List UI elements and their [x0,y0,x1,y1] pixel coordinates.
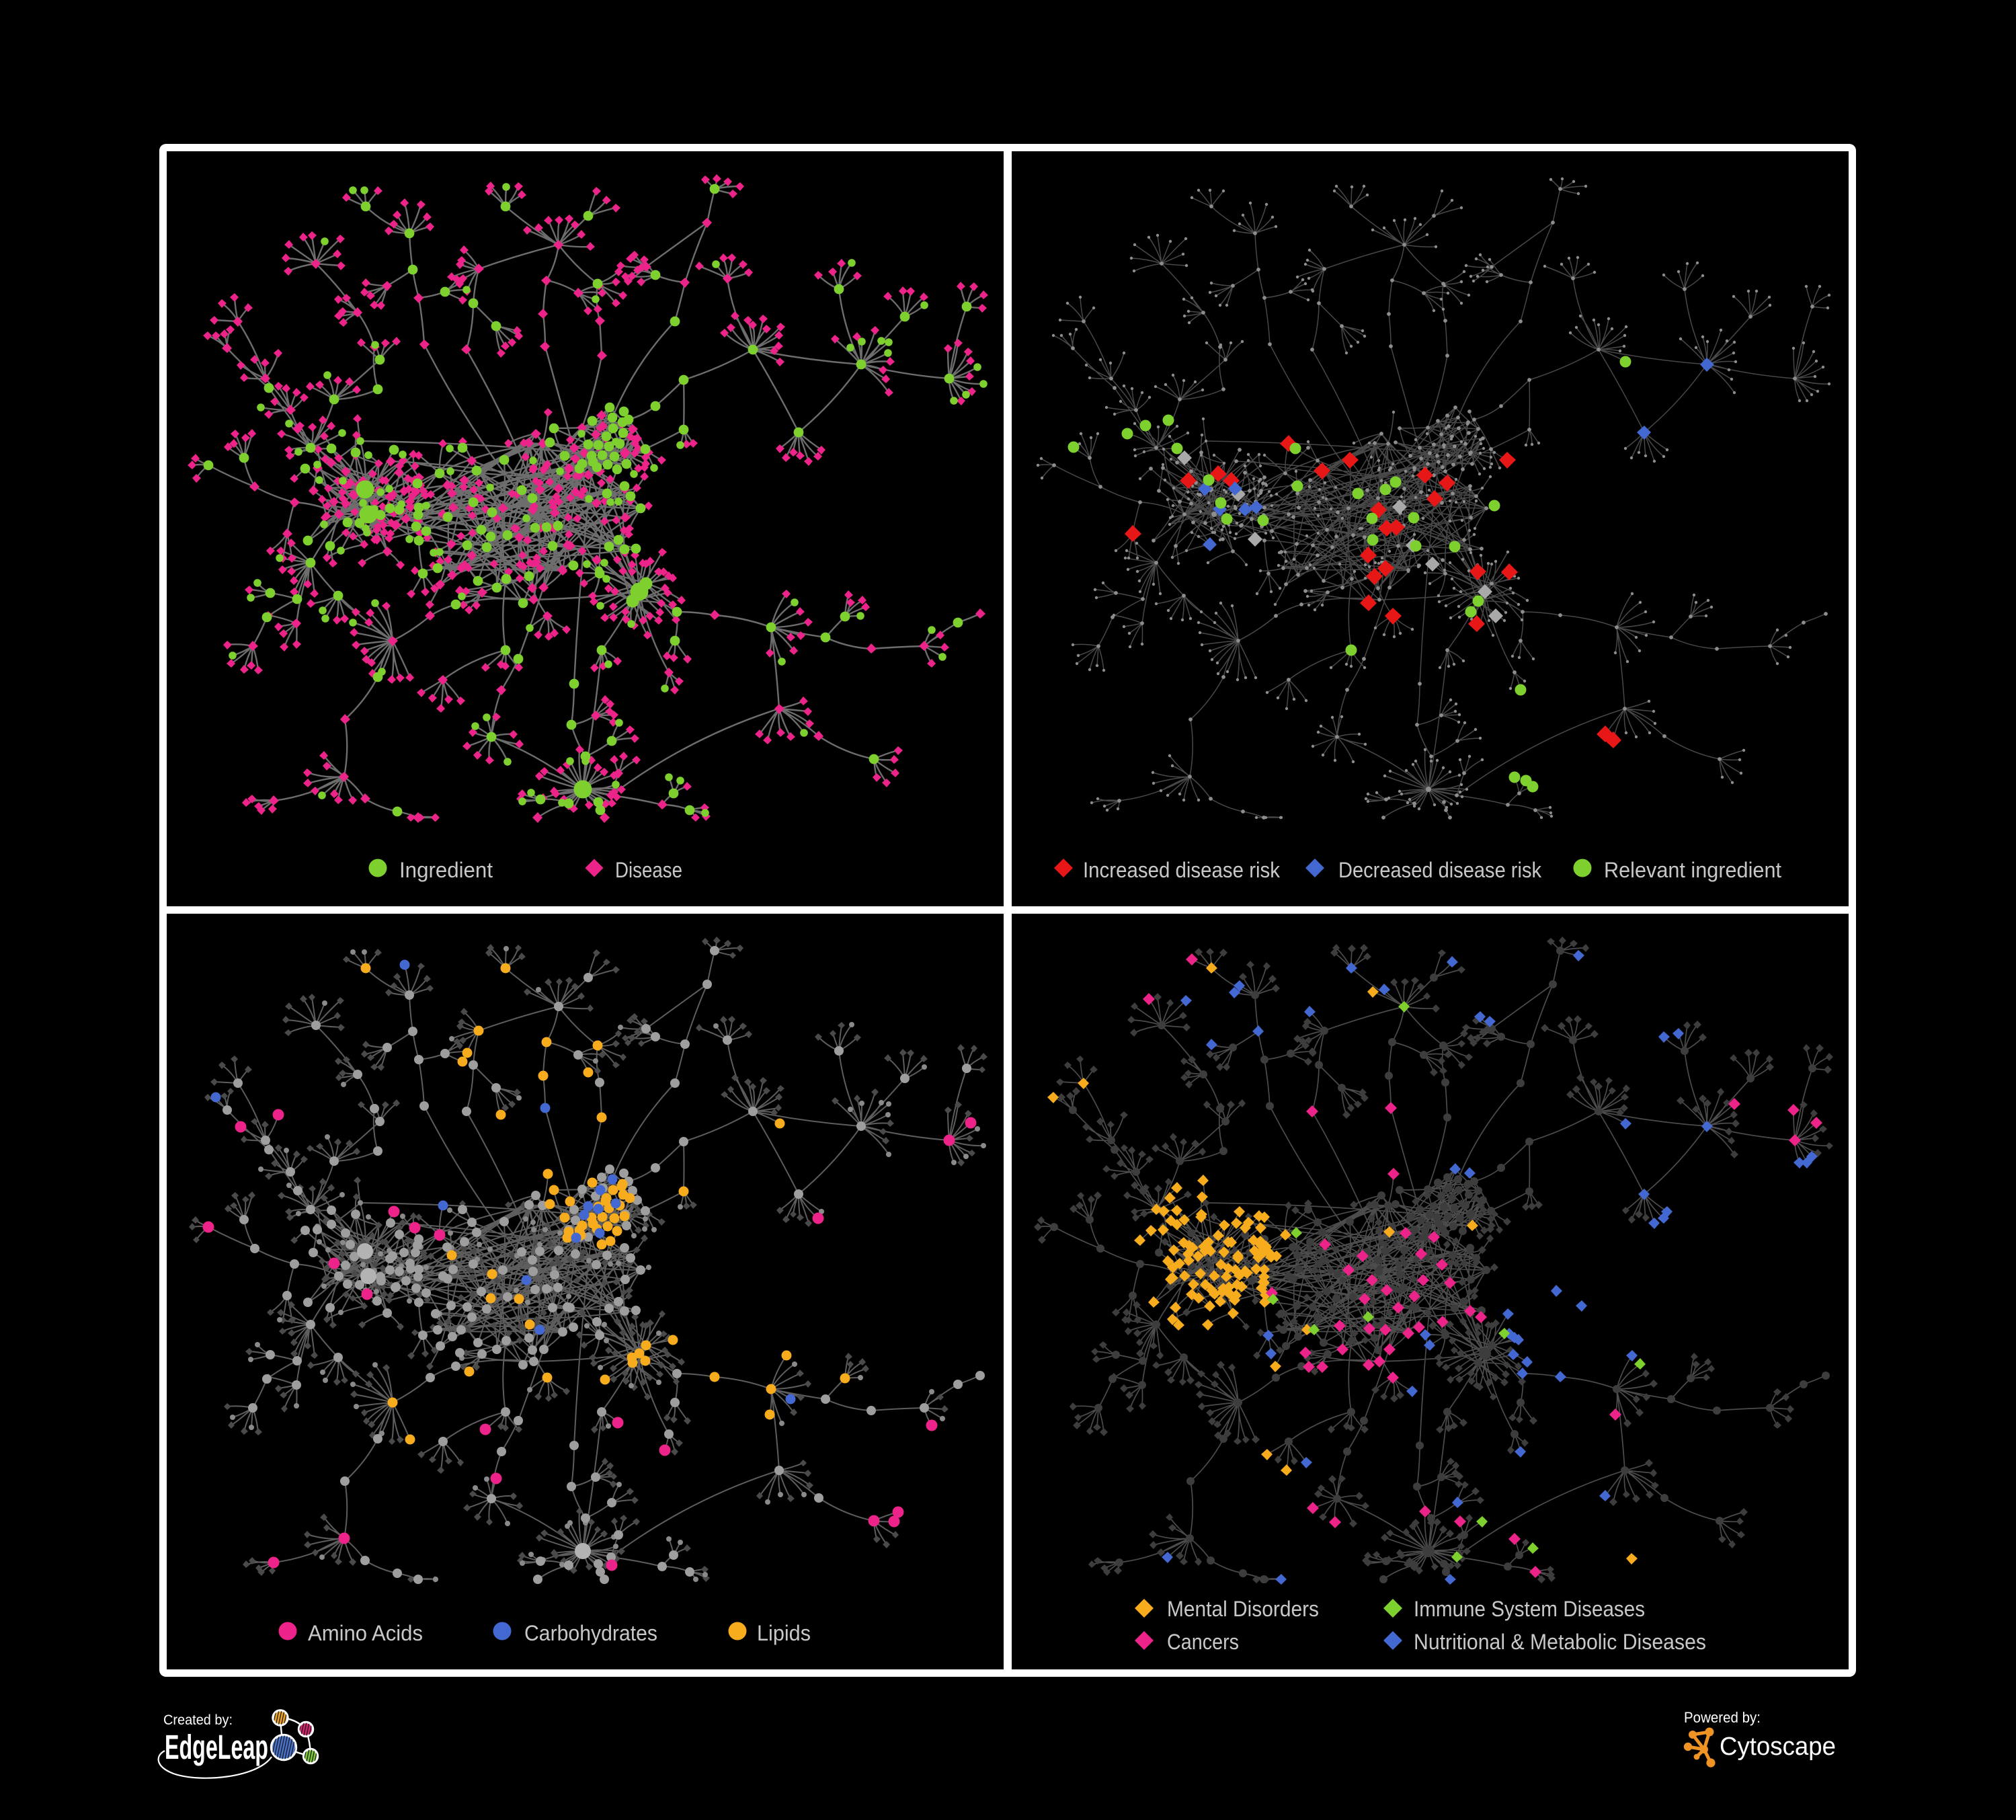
svg-text:Ingredient: Ingredient [399,858,493,882]
svg-text:Cancers: Cancers [1167,1630,1239,1654]
svg-text:EdgeLeap: EdgeLeap [165,1728,268,1766]
svg-text:Mental Disorders: Mental Disorders [1167,1597,1319,1621]
svg-text:Amino Acids: Amino Acids [308,1621,423,1645]
svg-text:Lipids: Lipids [757,1621,811,1645]
svg-text:Disease: Disease [615,858,682,882]
svg-text:Decreased disease risk: Decreased disease risk [1338,858,1542,882]
svg-text:Carbohydrates: Carbohydrates [524,1621,657,1645]
svg-text:Nutritional & Metabolic Diseas: Nutritional & Metabolic Diseases [1414,1630,1706,1654]
svg-text:Powered by:: Powered by: [1684,1709,1761,1726]
svg-text:Relevant ingredient: Relevant ingredient [1604,858,1781,882]
svg-text:Cytoscape: Cytoscape [1720,1733,1836,1761]
svg-text:Immune System Diseases: Immune System Diseases [1414,1597,1645,1621]
svg-text:Increased disease risk: Increased disease risk [1083,858,1281,882]
svg-text:Created by:: Created by: [163,1712,233,1728]
